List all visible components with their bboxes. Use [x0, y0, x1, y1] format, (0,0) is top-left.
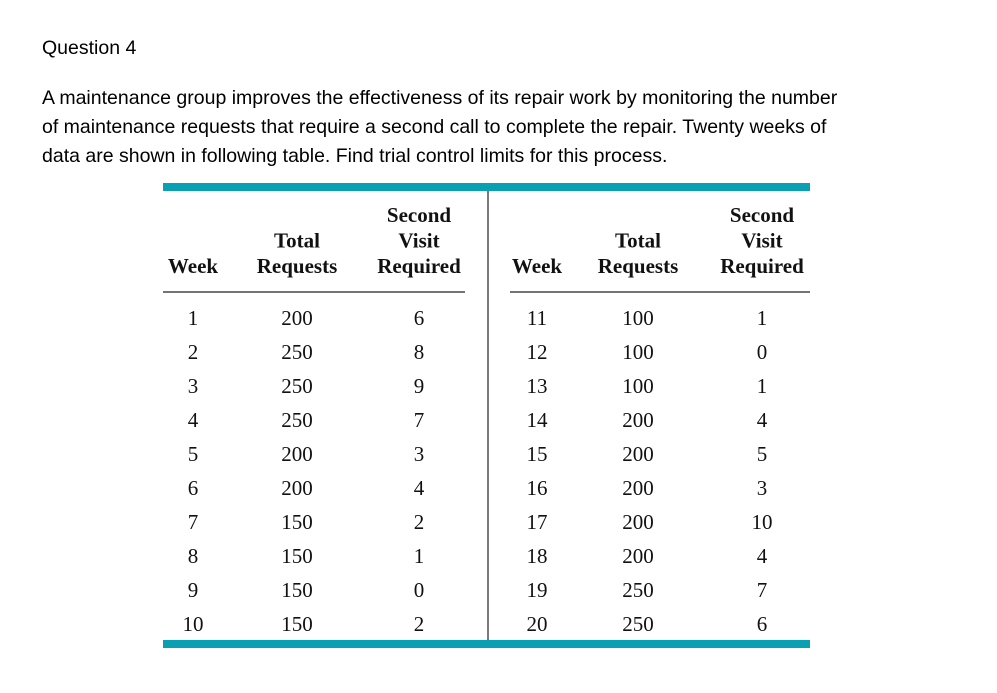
table-cell: 9 [188, 578, 199, 602]
table-cell: 250 [622, 578, 654, 602]
table-cell: 14 [527, 408, 549, 432]
table-cell: 18 [527, 544, 548, 568]
table-cell: 4 [188, 408, 199, 432]
table-bottom-rule [163, 640, 810, 648]
column-header: Total [615, 229, 661, 253]
column-header: Second [387, 203, 452, 227]
column-header: Required [377, 254, 461, 278]
table-cell: 5 [188, 442, 199, 466]
table-cell: 19 [527, 578, 548, 602]
table-cell: 200 [622, 408, 654, 432]
table-cell: 10 [752, 510, 773, 534]
table-cell: 20 [527, 612, 548, 636]
table-cell: 8 [188, 544, 199, 568]
table-cell: 6 [757, 612, 768, 636]
column-header: Requests [257, 254, 338, 278]
column-header: Required [720, 254, 804, 278]
column-header: Week [168, 254, 218, 278]
table-cell: 100 [622, 306, 654, 330]
table-cell: 16 [527, 476, 548, 500]
table-cell: 1 [188, 306, 199, 330]
paragraph-line: of maintenance requests that require a s… [42, 116, 827, 138]
table-cell: 6 [188, 476, 199, 500]
column-header: Week [512, 254, 562, 278]
table-cell: 1 [757, 306, 768, 330]
table-cell: 9 [414, 374, 425, 398]
table-cell: 15 [527, 442, 548, 466]
table-cell: 150 [281, 578, 313, 602]
table-cell: 200 [622, 544, 654, 568]
column-header: Visit [398, 229, 439, 253]
table-cell: 150 [281, 510, 313, 534]
table-cell: 1 [757, 374, 768, 398]
table-cell: 8 [414, 340, 425, 364]
table-cell: 2 [414, 612, 425, 636]
table-cell: 5 [757, 442, 768, 466]
column-header: Visit [741, 229, 782, 253]
table-cell: 6 [414, 306, 425, 330]
table-cell: 1 [414, 544, 425, 568]
table-cell: 3 [757, 476, 768, 500]
paragraph-line: A maintenance group improves the effecti… [42, 87, 838, 109]
table-cell: 11 [527, 306, 547, 330]
table-cell: 10 [183, 612, 204, 636]
table-cell: 3 [188, 374, 199, 398]
table-cell: 250 [281, 408, 313, 432]
table-cell: 200 [622, 442, 654, 466]
table-top-rule [163, 183, 810, 191]
table-cell: 2 [414, 510, 425, 534]
table-cell: 250 [281, 374, 313, 398]
paragraph-line: data are shown in following table. Find … [42, 145, 667, 167]
table-cell: 0 [757, 340, 768, 364]
table-cell: 12 [527, 340, 548, 364]
table-cell: 250 [622, 612, 654, 636]
column-header: Total [274, 229, 320, 253]
table-cell: 7 [757, 578, 768, 602]
column-header: Second [730, 203, 795, 227]
table-cell: 4 [757, 408, 768, 432]
column-header: Requests [598, 254, 679, 278]
table-cell: 17 [527, 510, 548, 534]
table-cell: 200 [281, 476, 313, 500]
table-cell: 4 [414, 476, 425, 500]
table-cell: 7 [188, 510, 199, 534]
table-cell: 0 [414, 578, 425, 602]
table-cell: 200 [622, 510, 654, 534]
table-cell: 200 [281, 306, 313, 330]
table-cell: 7 [414, 408, 425, 432]
table-cell: 2 [188, 340, 199, 364]
table-cell: 200 [281, 442, 313, 466]
table-cell: 200 [622, 476, 654, 500]
question-title: Question 4 [42, 37, 136, 59]
table-cell: 13 [527, 374, 548, 398]
table-cell: 100 [622, 374, 654, 398]
table-cell: 3 [414, 442, 425, 466]
table-cell: 150 [281, 544, 313, 568]
table-cell: 4 [757, 544, 768, 568]
table-cell: 150 [281, 612, 313, 636]
table-cell: 250 [281, 340, 313, 364]
table-cell: 100 [622, 340, 654, 364]
